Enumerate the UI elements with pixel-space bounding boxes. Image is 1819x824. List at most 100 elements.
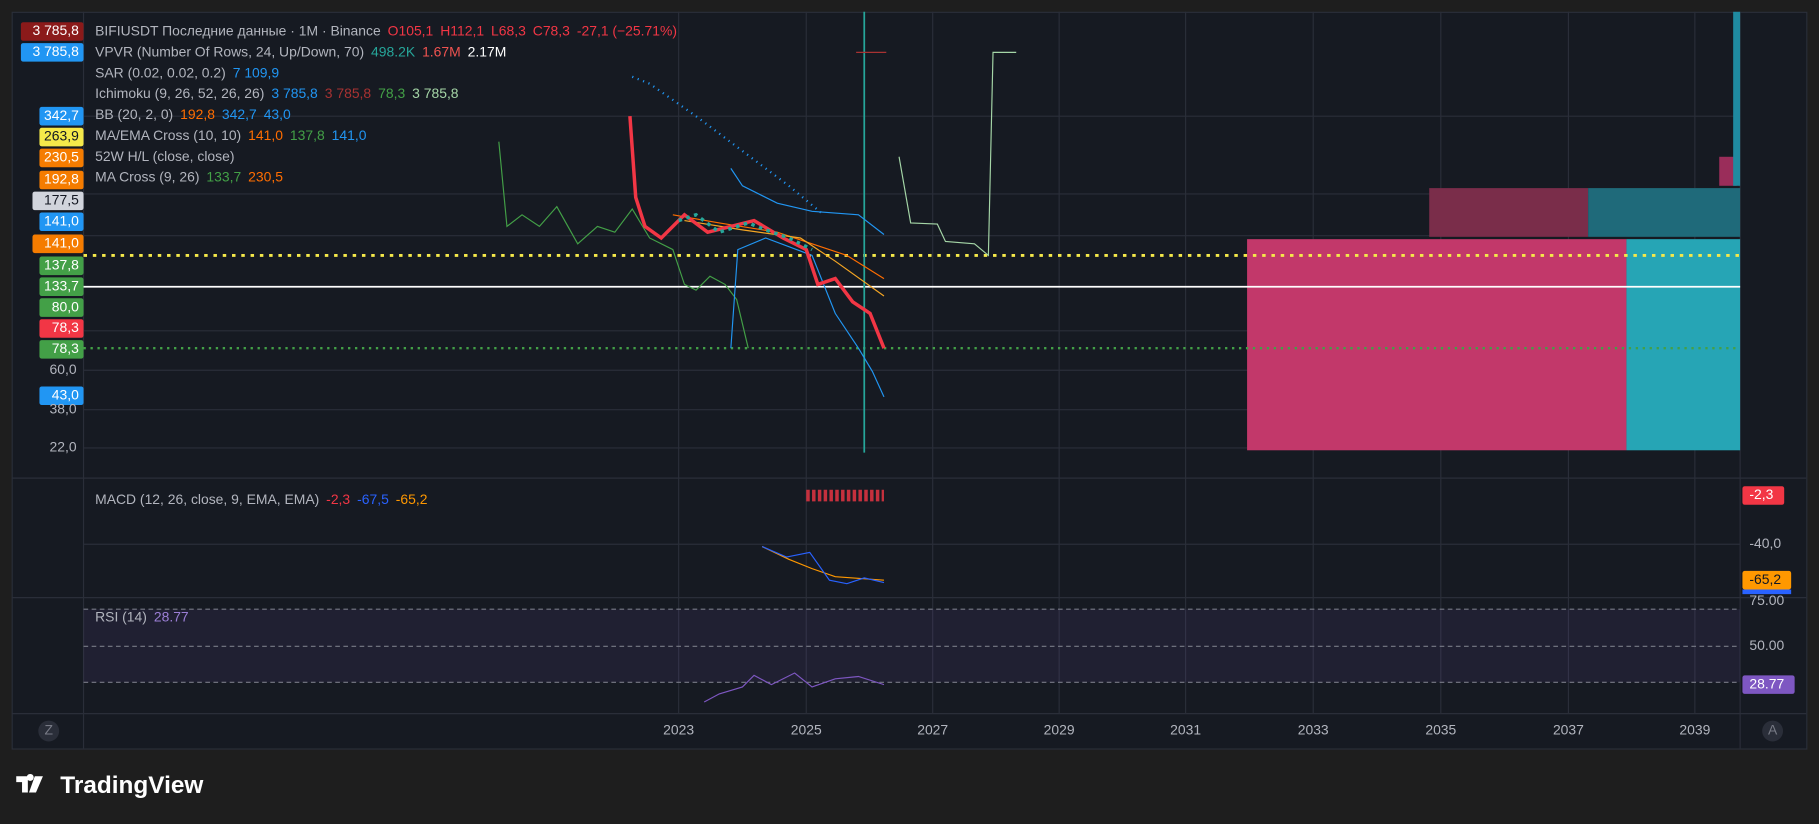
price-label: 78,3 <box>52 340 79 356</box>
price-label: 3 785,8 <box>32 43 79 59</box>
legend-item: -2,3 <box>326 491 350 507</box>
price-candles <box>628 116 886 349</box>
legend-item: BIFIUSDT Последние данные · 1M · Binance <box>95 22 381 38</box>
volume-profile-box <box>1626 239 1741 451</box>
legend-line: BB (20, 2, 0) 192,8 342,7 43,0 <box>95 106 291 122</box>
logo-icon <box>16 773 43 793</box>
ma-line <box>672 214 885 280</box>
legend-item: 3 785,8 <box>271 85 318 101</box>
legend-line: 52W H/L (close, close) <box>95 147 234 163</box>
price-label-bg <box>39 212 84 232</box>
corner-button[interactable] <box>1762 720 1784 742</box>
rsi-axis-label: 50.00 <box>1749 637 1784 653</box>
price-label: 3 785,8 <box>32 22 79 38</box>
price-label-bg <box>32 234 84 254</box>
macd-legend: MACD (12, 26, close, 9, EMA, EMA) -2,3 -67… <box>95 491 428 507</box>
legend-item: -27,1 (−25.71%) <box>577 22 677 38</box>
price-axis-label: 22,0 <box>49 439 76 455</box>
bb-upper <box>730 168 885 235</box>
volume-profile-box <box>1247 239 1627 451</box>
legend-item: 498.2K <box>371 43 416 59</box>
legend-line: MA/EMA Cross (10, 10) 141,0 137,8 141,0 <box>95 127 367 143</box>
corner-button[interactable] <box>38 720 60 742</box>
legend-item: L68,3 <box>491 22 526 38</box>
price-label-bg <box>39 148 84 168</box>
ichimoku-line <box>898 51 1017 257</box>
legend-item: 230,5 <box>248 168 283 184</box>
legend-item: MA Cross (9, 26) <box>95 168 199 184</box>
ichimoku-line <box>498 141 749 349</box>
rsi-levels <box>83 608 1741 683</box>
macd-axis-label: -65,2 <box>1749 571 1781 587</box>
axis-badge <box>1742 486 1785 505</box>
price-label-bg <box>39 106 84 126</box>
price-label: 230,5 <box>44 149 79 165</box>
volume-profile-box <box>1429 188 1589 237</box>
macd-line <box>761 546 885 585</box>
price-axis-label: 38,0 <box>49 400 76 416</box>
legend-item: VPVR (Number Of Rows, 24, Up/Down, 70) <box>95 43 364 59</box>
legend-item: O105,1 <box>388 22 434 38</box>
legend-line: MA Cross (9, 26) 133,7 230,5 <box>95 168 283 184</box>
legend-item: 7 109,9 <box>233 64 280 80</box>
time-axis-label: 2039 <box>1679 722 1710 738</box>
price-label-bg <box>39 319 84 338</box>
axis-badge <box>1742 589 1792 595</box>
bb-lower <box>730 237 885 398</box>
corner-label[interactable]: Z <box>44 722 53 738</box>
price-label: 43,0 <box>52 386 79 402</box>
axis-badge <box>1742 675 1795 694</box>
price-label: 177,5 <box>44 192 79 208</box>
price-label: 263,9 <box>44 128 79 144</box>
price-label-bg <box>39 340 84 359</box>
legend-item: C78,3 <box>533 22 570 38</box>
legend-item: 78,3 <box>378 85 405 101</box>
price-label-bg <box>39 170 84 190</box>
rsi-line <box>703 672 885 703</box>
corner-label[interactable]: A <box>1768 722 1778 738</box>
legend-item: 43,0 <box>264 106 291 122</box>
volume-profile-bar <box>1719 156 1737 186</box>
price-label-bg <box>20 43 84 62</box>
price-label: 133,7 <box>44 277 79 293</box>
axis-badge <box>1742 570 1792 590</box>
legend-item: -65,2 <box>396 491 428 507</box>
legend-item: 1.67M <box>422 43 461 59</box>
rsi-legend: RSI (14) 28.77 <box>95 608 189 624</box>
time-axis-label: 2033 <box>1298 722 1329 738</box>
legend-item: MA/EMA Cross (10, 10) <box>95 127 241 143</box>
price-label-bg <box>20 22 84 41</box>
legend-item: 52W H/L (close, close) <box>95 147 234 163</box>
price-label-bg <box>39 277 84 296</box>
legend-line: SAR (0.02, 0.02, 0.2) 7 109,9 <box>95 64 279 80</box>
legend-item: H112,1 <box>440 22 484 38</box>
price-label: 80,0 <box>52 298 79 314</box>
price-label-bg <box>39 386 84 406</box>
macd-axis-label: -40,0 <box>1749 535 1781 551</box>
rsi-axis-label: 75.00 <box>1749 592 1784 608</box>
time-axis-label: 2023 <box>663 722 694 738</box>
price-candles <box>678 212 813 252</box>
legend-item: 3 785,8 <box>412 85 459 101</box>
legend-line: BIFIUSDT Последние данные · 1M · Binance… <box>95 22 677 38</box>
legend-item: MACD (12, 26, close, 9, EMA, EMA) <box>95 491 319 507</box>
volume-profile-bar <box>1733 11 1741 186</box>
legend-item: 192,8 <box>180 106 215 122</box>
legend-item: 3 785,8 <box>325 85 372 101</box>
price-label: 141,0 <box>44 234 79 250</box>
logo-text: TradingView <box>60 772 203 799</box>
price-label-bg <box>39 298 84 317</box>
price-axis-label: 60,0 <box>49 361 76 377</box>
time-axis-label: 2035 <box>1425 722 1456 738</box>
legend-line: Ichimoku (9, 26, 52, 26, 26) 3 785,8 3 785… <box>95 85 459 101</box>
legend-item: 141,0 <box>332 127 367 143</box>
price-label: 137,8 <box>44 257 79 273</box>
legend-item: 342,7 <box>222 106 257 122</box>
time-axis-label: 2025 <box>791 722 822 738</box>
legend-item: 28.77 <box>154 608 189 624</box>
legend-item: SAR (0.02, 0.02, 0.2) <box>95 64 226 80</box>
legend-item: BB (20, 2, 0) <box>95 106 173 122</box>
price-label: 141,0 <box>44 212 79 228</box>
legend-item: 137,8 <box>290 127 325 143</box>
